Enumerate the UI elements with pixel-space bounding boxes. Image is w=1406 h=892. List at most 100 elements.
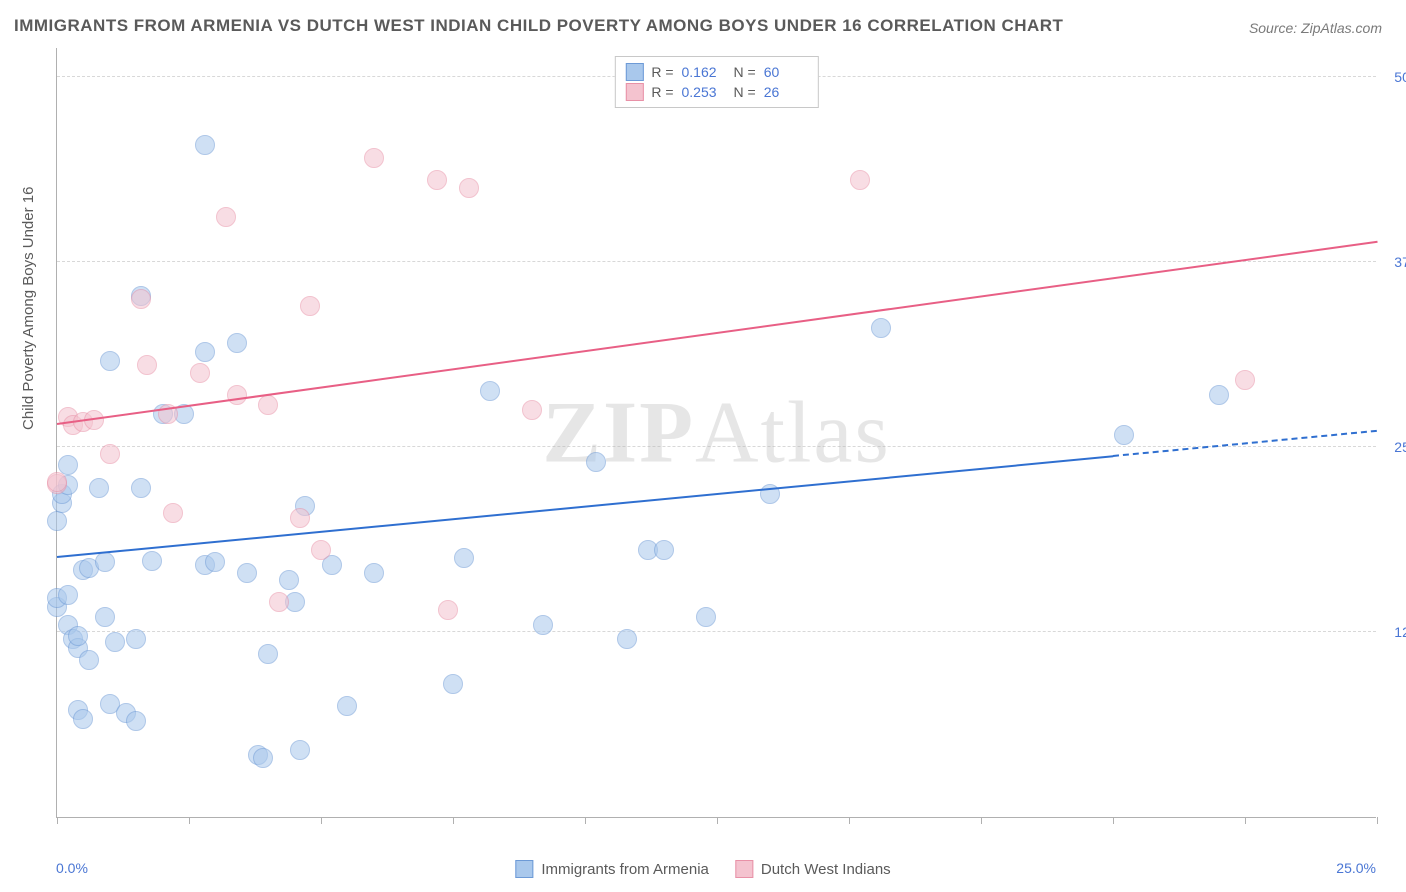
- n-value-1: 60: [764, 64, 808, 80]
- y-axis-label: Child Poverty Among Boys Under 16: [20, 187, 37, 430]
- y-tick-label: 50.0%: [1394, 69, 1406, 85]
- data-point: [427, 170, 447, 190]
- data-point: [163, 503, 183, 523]
- gridline: [57, 446, 1376, 447]
- data-point: [533, 615, 553, 635]
- data-point: [290, 508, 310, 528]
- data-point: [871, 318, 891, 338]
- n-label: N =: [734, 84, 756, 100]
- data-point: [79, 650, 99, 670]
- data-point: [89, 478, 109, 498]
- legend-stats: R = 0.162 N = 60 R = 0.253 N = 26: [614, 56, 818, 108]
- data-point: [237, 563, 257, 583]
- x-tick: [1377, 817, 1378, 824]
- data-point: [137, 355, 157, 375]
- watermark-rest: Atlas: [695, 384, 891, 481]
- data-point: [269, 592, 289, 612]
- data-point: [696, 607, 716, 627]
- n-label: N =: [734, 64, 756, 80]
- data-point: [586, 452, 606, 472]
- data-point: [480, 381, 500, 401]
- data-point: [73, 709, 93, 729]
- plot-area: ZIPAtlas R = 0.162 N = 60 R = 0.253 N = …: [56, 48, 1376, 818]
- swatch-series-2: [625, 83, 643, 101]
- data-point: [850, 170, 870, 190]
- n-value-2: 26: [764, 84, 808, 100]
- x-tick: [321, 817, 322, 824]
- y-tick-label: 25.0%: [1394, 439, 1406, 455]
- data-point: [364, 563, 384, 583]
- data-point: [95, 607, 115, 627]
- series-2-label: Dutch West Indians: [761, 861, 891, 878]
- swatch-series-1: [625, 63, 643, 81]
- data-point: [190, 363, 210, 383]
- r-label: R =: [651, 84, 673, 100]
- data-point: [58, 455, 78, 475]
- x-tick: [717, 817, 718, 824]
- data-point: [1235, 370, 1255, 390]
- x-tick: [981, 817, 982, 824]
- data-point: [279, 570, 299, 590]
- data-point: [454, 548, 474, 568]
- data-point: [1114, 425, 1134, 445]
- data-point: [58, 585, 78, 605]
- data-point: [438, 600, 458, 620]
- data-point: [300, 296, 320, 316]
- data-point: [131, 478, 151, 498]
- legend-stats-row: R = 0.253 N = 26: [625, 83, 807, 101]
- data-point: [47, 511, 67, 531]
- data-point: [205, 552, 225, 572]
- legend-series: Immigrants from Armenia Dutch West India…: [515, 860, 890, 878]
- trend-line: [1113, 430, 1377, 457]
- data-point: [68, 626, 88, 646]
- gridline: [57, 261, 1376, 262]
- legend-item: Immigrants from Armenia: [515, 860, 709, 878]
- data-point: [95, 552, 115, 572]
- series-1-label: Immigrants from Armenia: [541, 861, 709, 878]
- data-point: [216, 207, 236, 227]
- data-point: [227, 385, 247, 405]
- x-tick: [189, 817, 190, 824]
- data-point: [522, 400, 542, 420]
- data-point: [443, 674, 463, 694]
- x-axis-max-label: 25.0%: [1336, 860, 1376, 876]
- data-point: [126, 629, 146, 649]
- data-point: [258, 644, 278, 664]
- chart-title: IMMIGRANTS FROM ARMENIA VS DUTCH WEST IN…: [14, 16, 1063, 36]
- x-tick: [57, 817, 58, 824]
- x-tick: [585, 817, 586, 824]
- data-point: [258, 395, 278, 415]
- watermark-bold: ZIP: [542, 384, 695, 481]
- gridline: [57, 631, 1376, 632]
- data-point: [100, 351, 120, 371]
- data-point: [364, 148, 384, 168]
- r-value-1: 0.162: [682, 64, 726, 80]
- data-point: [195, 135, 215, 155]
- data-point: [1209, 385, 1229, 405]
- source-label: Source: ZipAtlas.com: [1249, 20, 1382, 36]
- data-point: [311, 540, 331, 560]
- data-point: [253, 748, 273, 768]
- legend-stats-row: R = 0.162 N = 60: [625, 63, 807, 81]
- x-tick: [849, 817, 850, 824]
- r-label: R =: [651, 64, 673, 80]
- data-point: [227, 333, 247, 353]
- data-point: [654, 540, 674, 560]
- data-point: [105, 632, 125, 652]
- data-point: [459, 178, 479, 198]
- data-point: [337, 696, 357, 716]
- swatch-series-1: [515, 860, 533, 878]
- data-point: [617, 629, 637, 649]
- x-tick: [1245, 817, 1246, 824]
- x-tick: [1113, 817, 1114, 824]
- trend-line: [57, 240, 1377, 424]
- legend-item: Dutch West Indians: [735, 860, 891, 878]
- r-value-2: 0.253: [682, 84, 726, 100]
- data-point: [100, 444, 120, 464]
- data-point: [142, 551, 162, 571]
- y-tick-label: 37.5%: [1394, 254, 1406, 270]
- trend-line: [57, 455, 1113, 558]
- data-point: [47, 472, 67, 492]
- y-tick-label: 12.5%: [1394, 624, 1406, 640]
- data-point: [131, 289, 151, 309]
